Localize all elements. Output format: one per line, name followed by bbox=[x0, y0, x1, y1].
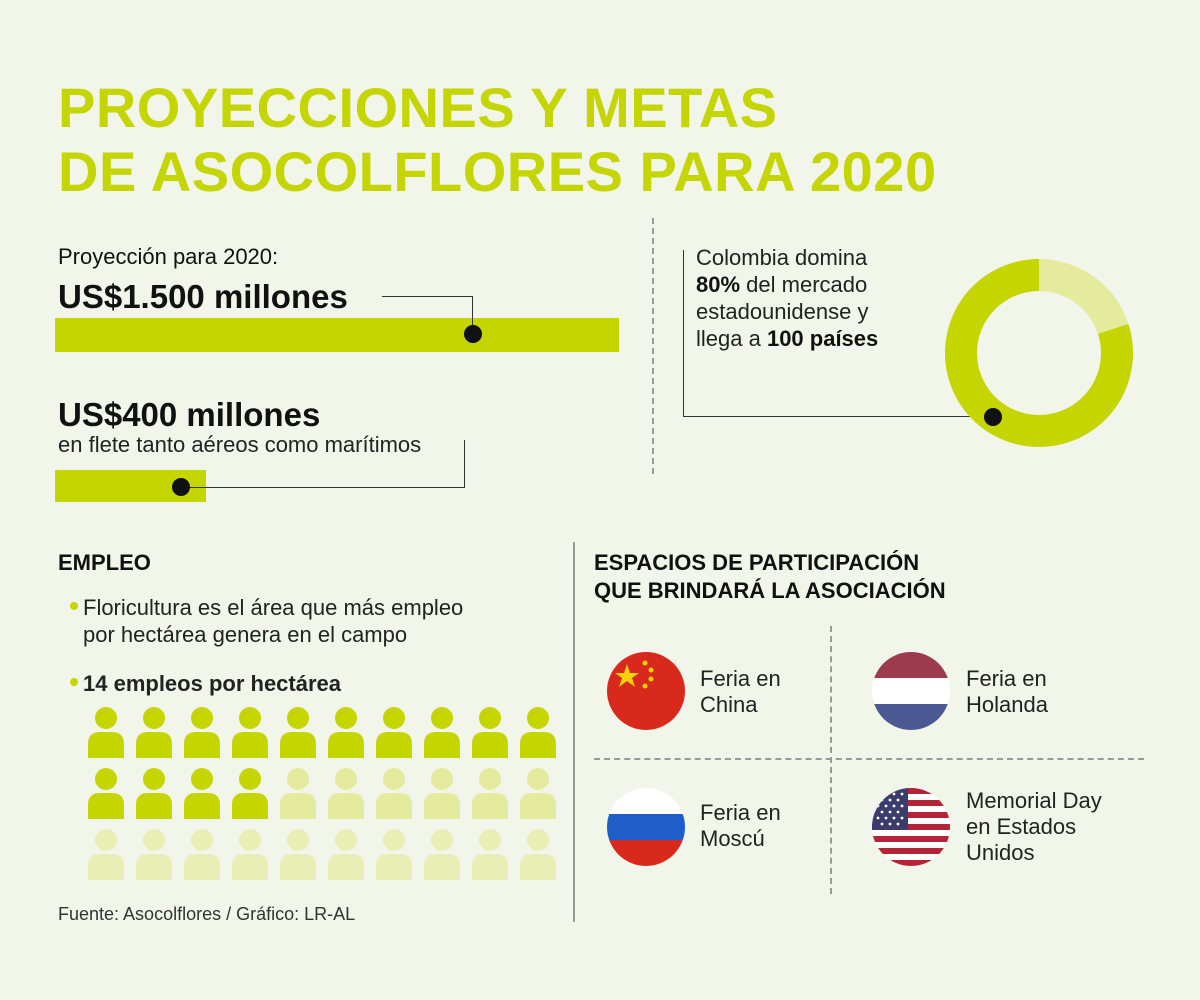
china-flag-icon bbox=[607, 652, 685, 730]
usa-flag-icon bbox=[872, 788, 950, 866]
projection-connector bbox=[382, 296, 473, 333]
projection-label: Proyección para 2020: bbox=[58, 244, 279, 269]
employment-bullet-1-line2: por hectárea genera en el campo bbox=[83, 622, 408, 647]
freight-description: en flete tanto aéreos como marítimos bbox=[58, 432, 422, 457]
netherlands-flag-icon bbox=[872, 652, 950, 730]
person-icon bbox=[328, 768, 364, 819]
person-icon bbox=[184, 829, 220, 880]
market-share-donut bbox=[945, 259, 1133, 447]
freight-marker bbox=[172, 478, 190, 496]
person-icon-highlighted bbox=[88, 707, 124, 758]
fairs-vertical-divider bbox=[830, 626, 832, 894]
person-icon bbox=[520, 829, 556, 880]
employment-bullet-2: 14 empleos por hectárea bbox=[70, 670, 341, 697]
title-line-2: DE ASOCOLFLORES PARA 2020 bbox=[58, 140, 937, 203]
person-icon-highlighted bbox=[424, 707, 460, 758]
market-connector bbox=[683, 250, 994, 417]
fair-netherlands-line2: Holanda bbox=[966, 692, 1048, 717]
fairs-horizontal-divider bbox=[594, 758, 1144, 760]
person-icon-highlighted bbox=[376, 707, 412, 758]
fair-china-line1: Feria en bbox=[700, 666, 781, 691]
participation-heading: ESPACIOS DE PARTICIPACIÓN QUE BRINDARÁ L… bbox=[594, 549, 946, 605]
market-percent: 80% bbox=[696, 272, 741, 297]
person-icon bbox=[376, 768, 412, 819]
employment-bullet-2-text: 14 empleos por hectárea bbox=[83, 671, 342, 696]
person-icon bbox=[424, 829, 460, 880]
person-icon bbox=[472, 829, 508, 880]
top-divider bbox=[652, 218, 654, 474]
person-icon-highlighted bbox=[136, 707, 172, 758]
person-icon-highlighted bbox=[232, 768, 268, 819]
title-line-1: PROYECCIONES Y METAS bbox=[58, 76, 778, 139]
freight-connector bbox=[182, 440, 465, 488]
bullet-dot bbox=[70, 678, 78, 687]
fair-russia-line2: Moscú bbox=[700, 826, 765, 851]
fair-usa-line1: Memorial Day bbox=[966, 788, 1102, 813]
participation-heading-line1: ESPACIOS DE PARTICIPACIÓN bbox=[594, 550, 920, 575]
source-note: Fuente: Asocolflores / Gráfico: LR-AL bbox=[58, 904, 356, 924]
participation-heading-line2: QUE BRINDARÁ LA ASOCIACIÓN bbox=[594, 578, 946, 603]
fair-netherlands-label: Feria en Holanda bbox=[966, 666, 1048, 718]
person-icon bbox=[280, 768, 316, 819]
market-text-line3: estadounidense y bbox=[696, 299, 869, 324]
fair-russia-label: Feria en Moscú bbox=[700, 800, 781, 852]
page-title: PROYECCIONES Y METAS DE ASOCOLFLORES PAR… bbox=[58, 76, 937, 204]
employment-bullet-1: Floricultura es el área que más empleo p… bbox=[70, 594, 463, 648]
person-icon bbox=[136, 829, 172, 880]
projection-bar bbox=[55, 318, 619, 352]
bottom-divider bbox=[573, 542, 575, 922]
fair-usa-line3: Unidos bbox=[966, 840, 1035, 865]
person-icon bbox=[88, 829, 124, 880]
projection-value: US$1.500 millones bbox=[58, 278, 348, 315]
employment-bullet-1-line1: Floricultura es el área que más empleo bbox=[83, 595, 464, 620]
person-icon-highlighted bbox=[328, 707, 364, 758]
fair-netherlands-line1: Feria en bbox=[966, 666, 1047, 691]
market-text-line2: del mercado bbox=[740, 272, 868, 297]
person-icon-highlighted bbox=[184, 707, 220, 758]
fair-china-label: Feria en China bbox=[700, 666, 781, 718]
market-text-line4: llega a bbox=[696, 326, 767, 351]
donut-marker bbox=[984, 408, 1002, 426]
market-share-text: Colombia domina 80% del mercado estadoun… bbox=[696, 244, 878, 352]
employment-heading: EMPLEO bbox=[58, 550, 151, 575]
person-icon bbox=[232, 829, 268, 880]
person-icon bbox=[328, 829, 364, 880]
market-text-line1: Colombia domina bbox=[696, 245, 868, 270]
person-icon-highlighted bbox=[280, 707, 316, 758]
fair-china-line2: China bbox=[700, 692, 758, 717]
russia-flag-icon bbox=[607, 788, 685, 866]
person-icon bbox=[520, 768, 556, 819]
person-icon-highlighted bbox=[472, 707, 508, 758]
freight-value: US$400 millones bbox=[58, 396, 321, 433]
person-icon bbox=[280, 829, 316, 880]
bullet-dot bbox=[70, 602, 78, 611]
donut-share-arc bbox=[945, 259, 1133, 447]
person-icon-highlighted bbox=[232, 707, 268, 758]
projection-marker bbox=[464, 325, 482, 343]
market-countries: 100 países bbox=[766, 326, 879, 351]
person-icon-highlighted bbox=[520, 707, 556, 758]
person-icon bbox=[376, 829, 412, 880]
fair-russia-line1: Feria en bbox=[700, 800, 781, 825]
person-icon-highlighted bbox=[184, 768, 220, 819]
person-icon bbox=[424, 768, 460, 819]
person-icon-highlighted bbox=[88, 768, 124, 819]
person-icon-highlighted bbox=[136, 768, 172, 819]
fair-usa-line2: en Estados bbox=[966, 814, 1077, 839]
person-icon bbox=[472, 768, 508, 819]
fair-usa-label: Memorial Day en Estados Unidos bbox=[966, 788, 1102, 866]
